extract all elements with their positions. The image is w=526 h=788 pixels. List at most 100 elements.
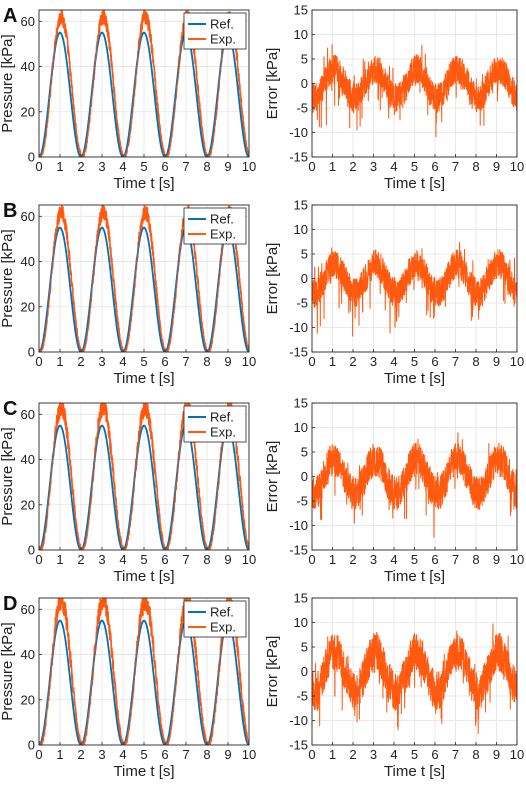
pressure-b-legend: Ref.Exp.: [183, 207, 247, 245]
pressure-b-xlabel: Time t [s]: [113, 370, 174, 387]
pressure-d-xtick-label-1: 1: [56, 747, 63, 762]
pressure-d-legend: Ref.Exp.: [183, 600, 247, 638]
pressure-d-legend-label-exp: Exp.: [210, 620, 236, 635]
pressure-b-series-exp-overlay: [39, 205, 249, 352]
pressure-a-xtick-label-4: 4: [119, 159, 126, 174]
error-a-ytick-label-6: 15: [294, 3, 308, 18]
error-d-xtick-label-5: 5: [411, 747, 418, 762]
pressure-c-legend-label-ref: Ref.: [210, 410, 234, 425]
pressure-a-legend-label-ref: Ref.: [210, 17, 234, 32]
error-b-ytick-label-6: 15: [294, 198, 308, 213]
error-d-xtick-label-9: 9: [493, 747, 500, 762]
pressure-b-xtick-label-10: 10: [242, 354, 256, 369]
error-a-xtick-label-1: 1: [329, 159, 336, 174]
error-b-xlabel: Time t [s]: [384, 370, 445, 387]
error-b-ytick-label-4: 5: [301, 247, 308, 262]
pressure-a-xlabel: Time t [s]: [113, 175, 174, 192]
pressure-a-legend: Ref.Exp.: [183, 12, 247, 50]
error-d-ytick-label-1: -10: [289, 713, 308, 728]
pressure-b-xtick-label-2: 2: [77, 354, 84, 369]
pressure-a-xtick-label-7: 7: [182, 159, 189, 174]
error-b-ytick-label-0: -15: [289, 345, 308, 360]
error-b-xtick-label-6: 6: [431, 354, 438, 369]
pressure-d-xtick-label-5: 5: [140, 747, 147, 762]
pressure-d-xtick-label-3: 3: [98, 747, 105, 762]
pressure-b-xtick-label-8: 8: [203, 354, 210, 369]
error-a-xtick-label-0: 0: [308, 159, 315, 174]
pressure-d-ytick-label-0: 0: [28, 738, 35, 753]
pressure-b-ytick-label-1: 20: [21, 299, 35, 314]
error-c-xtick-label-6: 6: [431, 552, 438, 567]
pressure-c-ytick-label-3: 60: [21, 407, 35, 422]
pressure-d-xtick-label-0: 0: [35, 747, 42, 762]
error-c-xtick-label-5: 5: [411, 552, 418, 567]
pressure-d-series-exp-overlay: [39, 598, 249, 745]
error-b-xtick-label-9: 9: [493, 354, 500, 369]
error-d-xtick-label-1: 1: [329, 747, 336, 762]
pressure-b-legend-label-ref: Ref.: [210, 212, 234, 227]
error-d-xtick-label-8: 8: [472, 747, 479, 762]
pressure-a-xtick-label-10: 10: [242, 159, 256, 174]
pressure-a-ytick-label-0: 0: [28, 150, 35, 165]
pressure-b-xtick-label-7: 7: [182, 354, 189, 369]
pressure-d-xtick-label-6: 6: [161, 747, 168, 762]
pressure-b-series-ref-line: [39, 226, 249, 352]
pressure-d-legend-label-ref: Ref.: [210, 605, 234, 620]
pressure-a-legend-label-exp: Exp.: [210, 32, 236, 47]
error-d-xtick-label-10: 10: [510, 747, 524, 762]
pressure-c-xlabel: Time t [s]: [113, 568, 174, 585]
error-d-xtick-label-4: 4: [390, 747, 397, 762]
pressure-c-xtick-label-4: 4: [119, 552, 126, 567]
pressure-c-ytick-label-0: 0: [28, 543, 35, 558]
error-d-ytick-label-5: 10: [294, 615, 308, 630]
pressure-a-ytick-label-2: 40: [21, 59, 35, 74]
pressure-a-xtick-label-1: 1: [56, 159, 63, 174]
pressure-b-xtick-label-0: 0: [35, 354, 42, 369]
error-b-xtick-label-4: 4: [390, 354, 397, 369]
pressure-c-xtick-label-2: 2: [77, 552, 84, 567]
error-c-ytick-label-5: 10: [294, 420, 308, 435]
pressure-a-xtick-label-8: 8: [203, 159, 210, 174]
error-d-xtick-label-2: 2: [349, 747, 356, 762]
pressure-a-xtick-label-0: 0: [35, 159, 42, 174]
error-c-xtick-label-10: 10: [510, 552, 524, 567]
error-a-ytick-label-4: 5: [301, 52, 308, 67]
pressure-c-xtick-label-3: 3: [98, 552, 105, 567]
error-d-xlabel: Time t [s]: [384, 763, 445, 780]
pressure-b-ytick-label-0: 0: [28, 345, 35, 360]
error-d-xtick-label-7: 7: [452, 747, 459, 762]
error-a-ytick-label-5: 10: [294, 27, 308, 42]
pressure-c-series-ref-line: [39, 424, 249, 550]
pressure-c-xtick-label-9: 9: [224, 552, 231, 567]
error-a-xtick-label-3: 3: [370, 159, 377, 174]
panel-letter-c: C: [3, 398, 17, 420]
error-b-series-error-line: [312, 241, 517, 337]
error-c-xtick-label-1: 1: [329, 552, 336, 567]
pressure-c-legend-box: [183, 405, 247, 443]
error-d-xtick-label-6: 6: [431, 747, 438, 762]
pressure-a-xtick-label-3: 3: [98, 159, 105, 174]
pressure-d-ytick-label-3: 60: [21, 602, 35, 617]
pressure-c-xtick-label-10: 10: [242, 552, 256, 567]
error-c-ytick-label-1: -10: [289, 518, 308, 533]
pressure-d-ylabel: Pressure [kPa]: [0, 622, 16, 720]
pressure-a-legend-box: [183, 12, 247, 50]
error-a-xtick-label-6: 6: [431, 159, 438, 174]
error-b-ylabel: Error [kPa]: [264, 243, 281, 315]
panel-letter-b: B: [3, 200, 17, 222]
error-b-xtick-label-10: 10: [510, 354, 524, 369]
error-a-xtick-label-9: 9: [493, 159, 500, 174]
pressure-d-legend-box: [183, 600, 247, 638]
error-a-xtick-label-4: 4: [390, 159, 397, 174]
pressure-c-xtick-label-5: 5: [140, 552, 147, 567]
pressure-d-xlabel: Time t [s]: [113, 763, 174, 780]
error-a-xtick-label-5: 5: [411, 159, 418, 174]
pressure-d-xtick-label-10: 10: [242, 747, 256, 762]
error-a-xtick-label-7: 7: [452, 159, 459, 174]
